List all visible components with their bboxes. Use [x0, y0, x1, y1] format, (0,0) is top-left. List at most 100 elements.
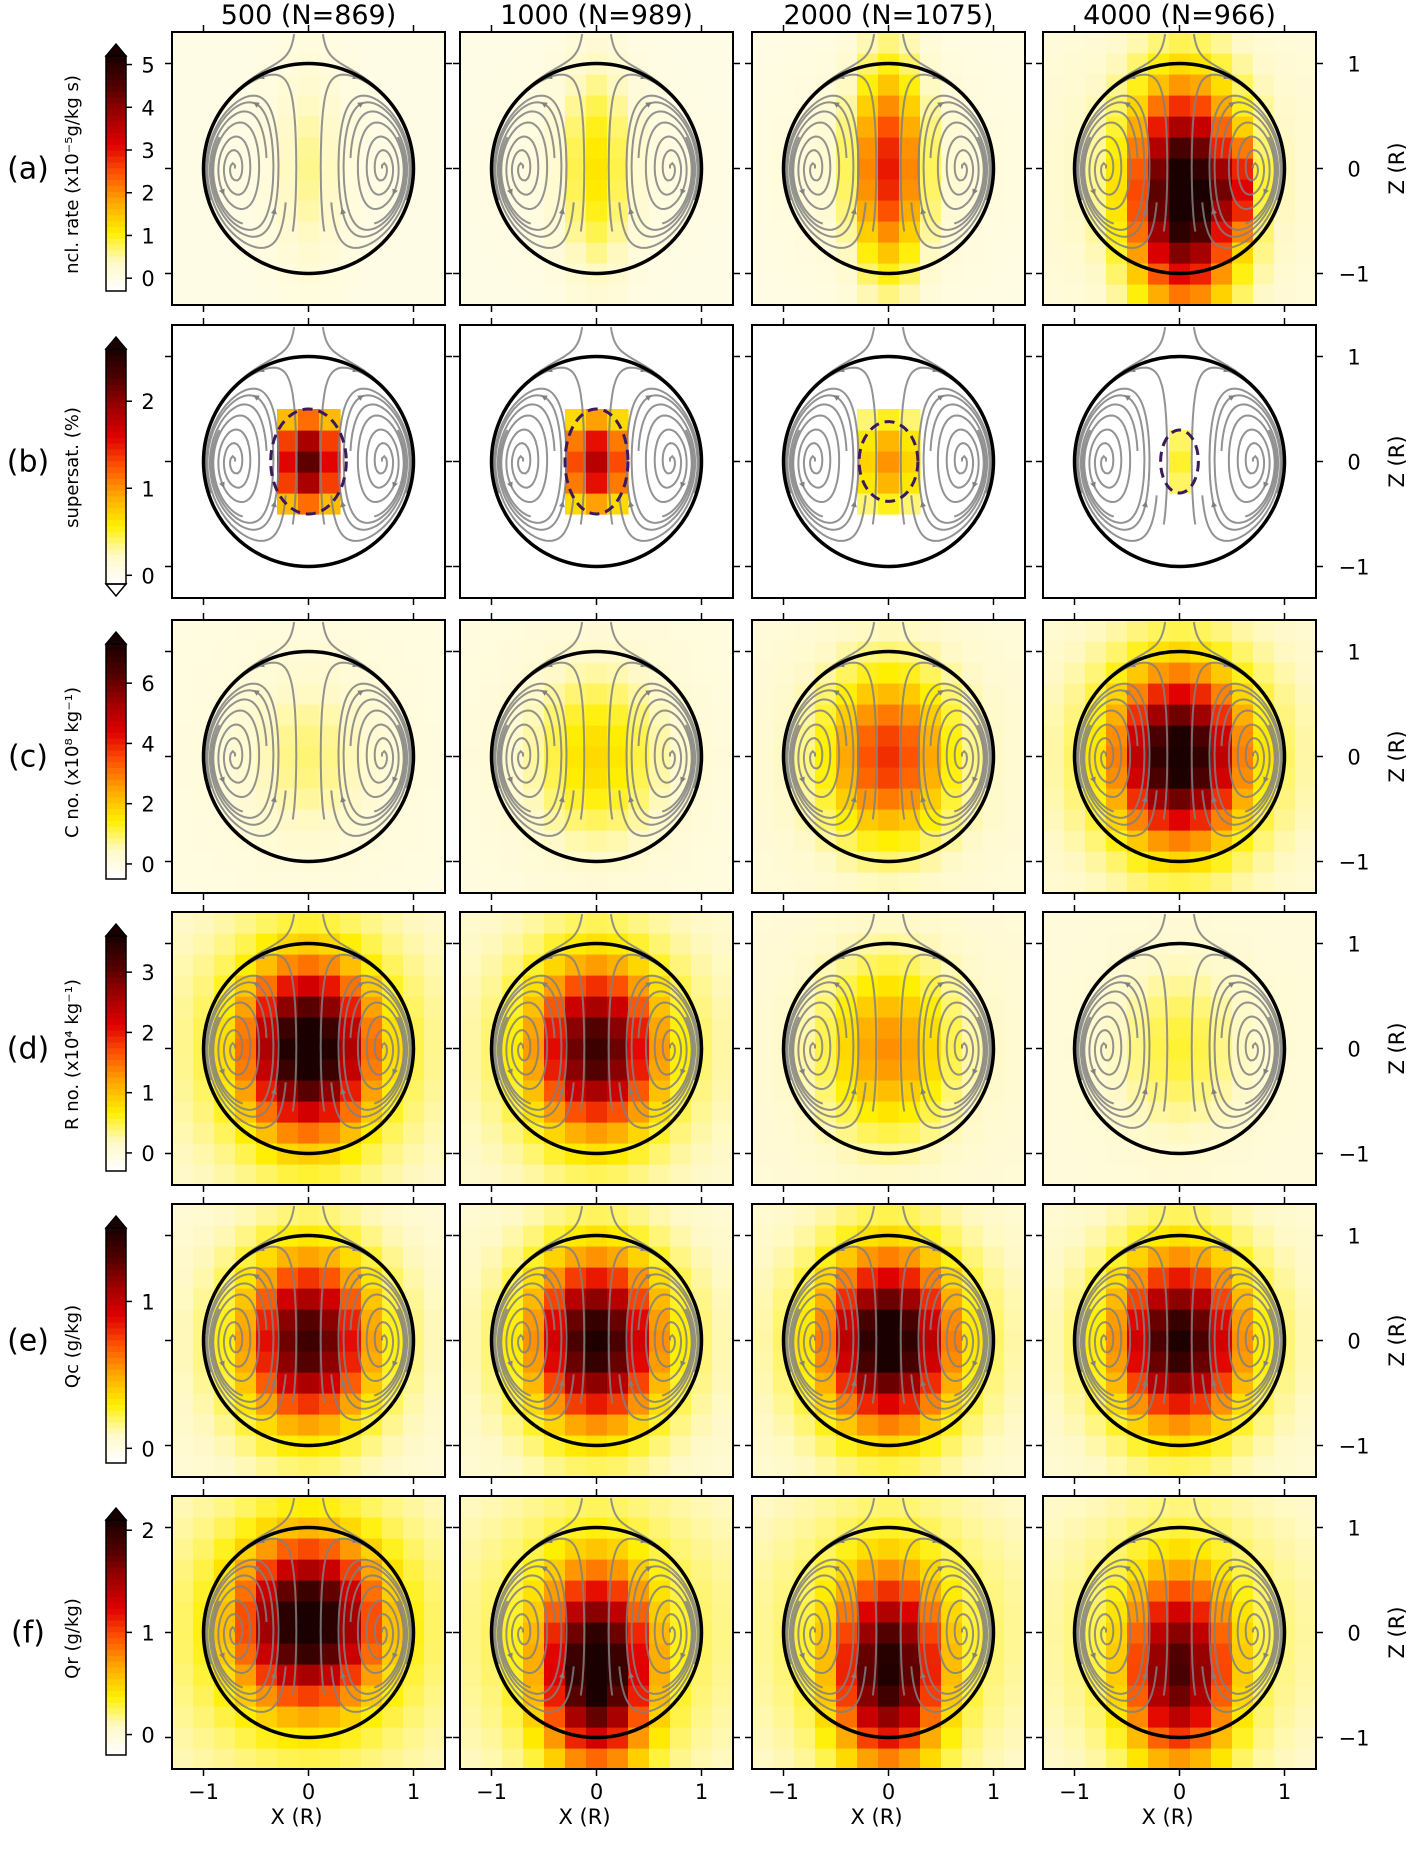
heatmap-cell — [1169, 1267, 1191, 1289]
heatmap-cell — [193, 221, 215, 243]
streamline-arrow — [340, 207, 347, 215]
heatmap-cell — [1127, 158, 1149, 180]
heatmap-cell — [544, 116, 566, 138]
colorbar-frame — [105, 1519, 127, 1756]
heatmap-cell — [983, 872, 1005, 893]
heatmap-cell — [1274, 809, 1296, 831]
heatmap-cell — [565, 725, 587, 747]
x-tick-label: −1 — [188, 1780, 219, 1804]
heatmap-cell — [1004, 1517, 1025, 1539]
x-tick-label: 1 — [407, 1780, 420, 1804]
colorbar-segment — [106, 513, 126, 520]
heatmap-cell — [460, 284, 482, 305]
heatmap-cell — [1169, 451, 1191, 473]
colorbar-segment — [106, 1531, 126, 1539]
heatmap-cell — [1295, 1414, 1316, 1436]
heatmap-cell — [607, 1309, 629, 1331]
heatmap-cell — [670, 1538, 692, 1560]
heatmap-cell — [523, 263, 545, 285]
colorbar-segment — [106, 132, 126, 139]
heatmap-cell — [607, 1706, 629, 1728]
heatmap-cell — [670, 1225, 692, 1247]
panel — [745, 613, 1032, 900]
heatmap-cell — [172, 1580, 194, 1602]
heatmap-cell — [1274, 872, 1296, 893]
heatmap-cell — [481, 1706, 503, 1728]
heatmap-cell — [962, 263, 984, 285]
streamline-arrow — [253, 1566, 260, 1572]
colorbar-frame — [105, 935, 127, 1172]
heatmap-cell — [1148, 851, 1170, 873]
heatmap-cell — [1211, 200, 1233, 222]
heatmap-cell — [962, 74, 984, 96]
heatmap-cell — [815, 788, 837, 810]
heatmap-cell — [752, 179, 774, 201]
heatmap-cell — [460, 1225, 482, 1247]
colorbar-segment — [106, 126, 126, 133]
heatmap-cell — [1127, 1246, 1149, 1268]
heatmap-cell — [460, 1706, 482, 1728]
heatmap-cell — [712, 1435, 733, 1457]
heatmap-cell — [607, 746, 629, 768]
heatmap-cell — [691, 620, 713, 642]
colorbar-segment — [106, 1024, 126, 1031]
heatmap-cell — [193, 933, 215, 955]
heatmap-cell — [1211, 788, 1233, 810]
heatmap-cell — [586, 1330, 608, 1352]
heatmap-cell — [1211, 996, 1233, 1018]
heatmap-cell — [1043, 725, 1065, 747]
heatmap-cell — [1190, 1643, 1212, 1665]
heatmap-cell — [1190, 1038, 1212, 1060]
streamline-arrow — [850, 1087, 857, 1095]
heatmap-cell — [941, 1309, 963, 1331]
heatmap-cell — [319, 1580, 341, 1602]
heatmap-cell — [941, 158, 963, 180]
heatmap-cell — [1148, 263, 1170, 285]
heatmap-cell — [649, 1664, 671, 1686]
heatmap-cell — [1169, 725, 1191, 747]
heatmap-cell — [712, 1267, 733, 1289]
heatmap-cell — [172, 1351, 194, 1373]
heatmap-cell — [1043, 53, 1065, 75]
heatmap-cell — [1295, 158, 1316, 180]
heatmap-cell — [1169, 912, 1191, 934]
heatmap-cell — [403, 954, 425, 976]
heatmap-cell — [1106, 1143, 1128, 1165]
heatmap-cell — [1232, 641, 1254, 663]
panel-label: (a) — [7, 152, 49, 187]
heatmap-cell — [1295, 954, 1316, 976]
heatmap-cell — [319, 767, 341, 789]
heatmap-cell — [649, 1435, 671, 1457]
heatmap-cell — [857, 451, 879, 473]
heatmap-cell — [1127, 1038, 1149, 1060]
colorbar-segment — [106, 867, 126, 874]
colorbar-tick-label: 0 — [141, 1724, 154, 1748]
heatmap-cell — [836, 704, 858, 726]
heatmap-cell — [193, 263, 215, 285]
heatmap-cell — [983, 1246, 1005, 1268]
heatmap-cell — [794, 1143, 816, 1165]
heatmap-cell — [1190, 1122, 1212, 1144]
heatmap-cell — [502, 662, 524, 684]
heatmap-cell — [460, 767, 482, 789]
heatmap-cell — [544, 912, 566, 934]
streamline-arrow — [1223, 953, 1230, 960]
heatmap-cell — [586, 409, 608, 431]
heatmap-cell — [586, 954, 608, 976]
heatmap-cell — [1043, 1601, 1065, 1623]
heatmap-cell — [628, 954, 650, 976]
heatmap-cell — [1169, 1393, 1191, 1415]
heatmap-cell — [1043, 1622, 1065, 1644]
heatmap-cell — [565, 1435, 587, 1457]
heatmap-cell — [340, 1538, 362, 1560]
colorbar-segment — [106, 1678, 126, 1686]
heatmap-cell — [1043, 809, 1065, 831]
heatmap-cell — [1148, 746, 1170, 768]
heatmap-cell — [523, 1601, 545, 1623]
heatmap-cell — [857, 830, 879, 852]
heatmap-cell — [586, 221, 608, 243]
heatmap-cell — [941, 263, 963, 285]
heatmap-cell — [1295, 116, 1316, 138]
